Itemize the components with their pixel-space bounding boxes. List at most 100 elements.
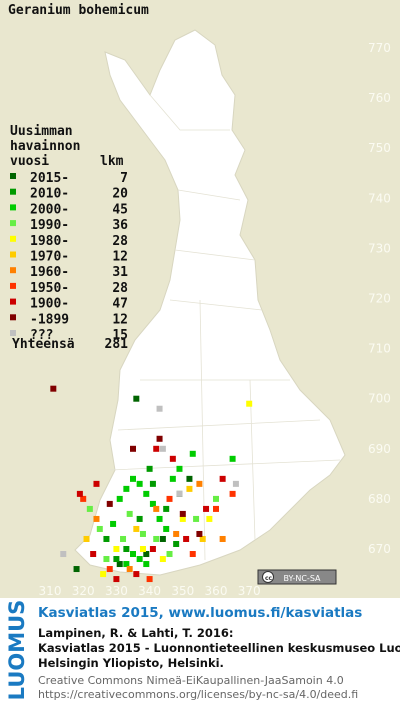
occurrence-square (90, 551, 97, 558)
legend-count: 36 (112, 218, 128, 233)
occurrence-square (213, 495, 219, 502)
occurrence-square (123, 561, 130, 568)
occurrence-square (149, 480, 156, 487)
y-axis-label: 730 (368, 241, 391, 255)
occurrence-square (189, 450, 196, 457)
occurrence-square (136, 480, 143, 487)
license-badge-text: BY-NC-SA (283, 574, 321, 583)
occurrence-square (159, 535, 166, 542)
legend-swatch (10, 251, 16, 258)
occurrence-square (176, 465, 183, 472)
legend-label: 1950- (30, 281, 69, 296)
x-axis-label: 350 (171, 584, 194, 598)
occurrence-square (133, 571, 140, 578)
occurrence-square (193, 515, 200, 522)
occurrence-square (100, 571, 107, 578)
occurrence-square (149, 546, 156, 552)
occurrence-square (83, 535, 90, 542)
x-axis-label: 310 (39, 584, 62, 598)
occurrence-square (166, 551, 173, 558)
species-title: Geranium bohemicum (8, 3, 149, 18)
cc-icon-text: cc (265, 575, 273, 582)
legend-label: 2015- (30, 171, 69, 186)
occurrence-square (130, 475, 136, 482)
occurrence-square (146, 576, 153, 583)
occurrence-square (189, 551, 196, 558)
license-text: Creative Commons Nimeä-EiKaupallinen-Jaa… (38, 674, 344, 687)
occurrence-square (219, 475, 226, 482)
legend-column: lkm (100, 154, 124, 169)
occurrence-square (96, 525, 103, 532)
legend-swatch (10, 188, 16, 195)
legend-label: -1899 (30, 312, 69, 327)
region-borders (109, 94, 341, 561)
legend-label: 2000- (30, 202, 69, 217)
occurrence-square (123, 485, 130, 492)
legend-count: 28 (112, 234, 128, 249)
occurrence-square (246, 400, 253, 407)
occurrence-square (120, 535, 127, 542)
occurrence-square (130, 445, 136, 452)
y-axis-label: 690 (368, 442, 391, 456)
occurrence-square (76, 490, 83, 497)
occurrence-square (139, 546, 146, 552)
legend-label: 1960- (30, 265, 69, 280)
occurrence-square (143, 551, 150, 558)
occurrence-square (113, 546, 120, 552)
occurrence-square (143, 561, 150, 568)
cc-icon (262, 571, 274, 583)
occurrence-square (73, 566, 80, 573)
y-axis-label: 720 (368, 292, 391, 306)
occurrence-square (149, 500, 156, 507)
occurrence-square (213, 505, 219, 512)
occurrence-square (159, 445, 166, 452)
x-axis-label: 360 (205, 584, 228, 598)
occurrence-square (103, 556, 110, 563)
occurrence-square (126, 510, 133, 517)
legend-count: 7 (120, 171, 128, 186)
citation: Kasviatlas 2015 - Luonnontieteellinen ke… (38, 641, 400, 655)
occurrence-square (136, 556, 143, 563)
occurrence-square (163, 505, 170, 512)
y-axis-label: 700 (368, 392, 391, 406)
occurrence-square (169, 475, 176, 482)
occurrence-square (156, 405, 163, 412)
occurrence-square (183, 535, 190, 542)
legend-swatch (10, 314, 16, 321)
occurrence-square (60, 551, 67, 558)
occurrence-square (113, 576, 120, 583)
occurrence-square (146, 465, 153, 472)
occurrence-square (110, 520, 117, 527)
occurrence-square (106, 500, 113, 507)
x-axis-label: 320 (72, 584, 95, 598)
legend-count: 20 (112, 187, 128, 202)
occurrence-square (136, 515, 143, 522)
legend-swatch (10, 267, 16, 274)
y-axis-label: 680 (368, 492, 391, 506)
occurrence-square (169, 455, 176, 462)
occurrence-square (159, 556, 166, 563)
y-axis-label: 750 (368, 141, 391, 155)
legend-swatch (10, 298, 16, 305)
occurrence-square (232, 480, 239, 487)
legend-swatch (10, 220, 16, 227)
occurrence-square (133, 525, 140, 532)
legend-label: 2010- (30, 187, 69, 202)
x-axis-label: 340 (138, 584, 161, 598)
occurrence-square (139, 530, 146, 537)
occurrence-square (156, 515, 163, 522)
occurrence-square (116, 495, 123, 502)
legend-count: 12 (112, 312, 128, 327)
occurrence-square (186, 475, 193, 482)
citation: Lampinen, R. & Lahti, T. 2016: (38, 626, 233, 640)
occurrence-square (153, 445, 160, 452)
legend-label: 1990- (30, 218, 69, 233)
legend-count: 28 (112, 281, 128, 296)
legend-header: havainnon (10, 139, 80, 154)
legend-count: 45 (112, 202, 128, 217)
occurrence-square (176, 490, 183, 497)
occurrence-square (163, 525, 170, 532)
occurrence-square (203, 505, 210, 512)
occurrence-square (179, 510, 186, 517)
